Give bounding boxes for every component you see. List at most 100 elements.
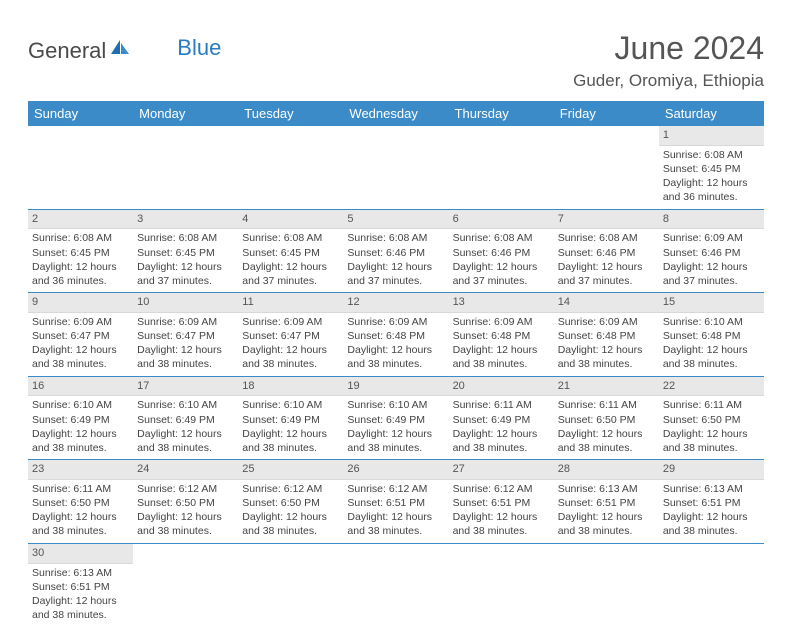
daylight-text-1: Daylight: 12 hours	[663, 343, 760, 357]
calendar-cell: 18Sunrise: 6:10 AMSunset: 6:49 PMDayligh…	[238, 376, 343, 460]
day-number: 2	[28, 210, 133, 230]
day-number: 16	[28, 377, 133, 397]
daylight-text-1: Daylight: 12 hours	[558, 510, 655, 524]
calendar-cell: 24Sunrise: 6:12 AMSunset: 6:50 PMDayligh…	[133, 460, 238, 544]
day-details: Sunrise: 6:12 AMSunset: 6:50 PMDaylight:…	[238, 480, 343, 543]
day-number: 21	[554, 377, 659, 397]
day-number: 1	[659, 126, 764, 146]
day-number: 8	[659, 210, 764, 230]
daylight-text-2: and 37 minutes.	[558, 274, 655, 288]
sunrise-text: Sunrise: 6:12 AM	[347, 482, 444, 496]
daylight-text-2: and 38 minutes.	[347, 441, 444, 455]
daylight-text-1: Daylight: 12 hours	[663, 427, 760, 441]
calendar-cell: 3Sunrise: 6:08 AMSunset: 6:45 PMDaylight…	[133, 209, 238, 293]
day-details: Sunrise: 6:13 AMSunset: 6:51 PMDaylight:…	[659, 480, 764, 543]
day-details: Sunrise: 6:10 AMSunset: 6:49 PMDaylight:…	[28, 396, 133, 459]
daylight-text-2: and 38 minutes.	[558, 441, 655, 455]
day-number: 11	[238, 293, 343, 313]
sunset-text: Sunset: 6:47 PM	[242, 329, 339, 343]
daylight-text-2: and 38 minutes.	[137, 524, 234, 538]
daylight-text-1: Daylight: 12 hours	[558, 260, 655, 274]
sunrise-text: Sunrise: 6:08 AM	[242, 231, 339, 245]
sunrise-text: Sunrise: 6:10 AM	[242, 398, 339, 412]
sunset-text: Sunset: 6:47 PM	[137, 329, 234, 343]
calendar-cell: 23Sunrise: 6:11 AMSunset: 6:50 PMDayligh…	[28, 460, 133, 544]
sunrise-text: Sunrise: 6:08 AM	[347, 231, 444, 245]
daylight-text-1: Daylight: 12 hours	[558, 427, 655, 441]
day-number: 20	[449, 377, 554, 397]
day-number: 19	[343, 377, 448, 397]
calendar-cell: 15Sunrise: 6:10 AMSunset: 6:48 PMDayligh…	[659, 293, 764, 377]
daylight-text-2: and 37 minutes.	[663, 274, 760, 288]
sunset-text: Sunset: 6:50 PM	[137, 496, 234, 510]
weekday-header-row: SundayMondayTuesdayWednesdayThursdayFrid…	[28, 101, 764, 126]
daylight-text-1: Daylight: 12 hours	[242, 260, 339, 274]
calendar-cell	[659, 543, 764, 626]
daylight-text-2: and 38 minutes.	[32, 357, 129, 371]
sunrise-text: Sunrise: 6:10 AM	[663, 315, 760, 329]
sunset-text: Sunset: 6:50 PM	[663, 413, 760, 427]
calendar-cell	[133, 543, 238, 626]
day-number: 22	[659, 377, 764, 397]
weekday-header: Thursday	[449, 101, 554, 126]
day-number: 4	[238, 210, 343, 230]
calendar-cell: 30Sunrise: 6:13 AMSunset: 6:51 PMDayligh…	[28, 543, 133, 626]
sunset-text: Sunset: 6:46 PM	[347, 246, 444, 260]
daylight-text-1: Daylight: 12 hours	[453, 260, 550, 274]
day-number: 17	[133, 377, 238, 397]
calendar-cell: 19Sunrise: 6:10 AMSunset: 6:49 PMDayligh…	[343, 376, 448, 460]
calendar-cell: 16Sunrise: 6:10 AMSunset: 6:49 PMDayligh…	[28, 376, 133, 460]
calendar-cell: 1Sunrise: 6:08 AMSunset: 6:45 PMDaylight…	[659, 126, 764, 209]
daylight-text-1: Daylight: 12 hours	[242, 343, 339, 357]
day-details: Sunrise: 6:08 AMSunset: 6:45 PMDaylight:…	[238, 229, 343, 292]
calendar-cell	[238, 126, 343, 209]
daylight-text-1: Daylight: 12 hours	[347, 427, 444, 441]
day-details: Sunrise: 6:09 AMSunset: 6:48 PMDaylight:…	[554, 313, 659, 376]
daylight-text-2: and 36 minutes.	[663, 190, 760, 204]
daylight-text-2: and 38 minutes.	[32, 524, 129, 538]
calendar-cell: 6Sunrise: 6:08 AMSunset: 6:46 PMDaylight…	[449, 209, 554, 293]
day-details: Sunrise: 6:09 AMSunset: 6:47 PMDaylight:…	[28, 313, 133, 376]
sunrise-text: Sunrise: 6:13 AM	[558, 482, 655, 496]
day-number: 5	[343, 210, 448, 230]
daylight-text-2: and 38 minutes.	[242, 357, 339, 371]
calendar-cell	[449, 126, 554, 209]
sunset-text: Sunset: 6:45 PM	[242, 246, 339, 260]
sunrise-text: Sunrise: 6:08 AM	[137, 231, 234, 245]
daylight-text-2: and 38 minutes.	[137, 357, 234, 371]
daylight-text-1: Daylight: 12 hours	[242, 510, 339, 524]
calendar-cell: 5Sunrise: 6:08 AMSunset: 6:46 PMDaylight…	[343, 209, 448, 293]
day-details: Sunrise: 6:08 AMSunset: 6:46 PMDaylight:…	[343, 229, 448, 292]
calendar-cell: 22Sunrise: 6:11 AMSunset: 6:50 PMDayligh…	[659, 376, 764, 460]
sunrise-text: Sunrise: 6:10 AM	[32, 398, 129, 412]
sunset-text: Sunset: 6:51 PM	[558, 496, 655, 510]
sunset-text: Sunset: 6:51 PM	[32, 580, 129, 594]
title-area: June 2024 Guder, Oromiya, Ethiopia	[573, 30, 764, 91]
sunset-text: Sunset: 6:49 PM	[137, 413, 234, 427]
sunrise-text: Sunrise: 6:08 AM	[558, 231, 655, 245]
sunset-text: Sunset: 6:45 PM	[663, 162, 760, 176]
calendar-cell: 13Sunrise: 6:09 AMSunset: 6:48 PMDayligh…	[449, 293, 554, 377]
day-number: 3	[133, 210, 238, 230]
day-details: Sunrise: 6:08 AMSunset: 6:46 PMDaylight:…	[554, 229, 659, 292]
sunset-text: Sunset: 6:45 PM	[32, 246, 129, 260]
sunrise-text: Sunrise: 6:13 AM	[663, 482, 760, 496]
day-number: 7	[554, 210, 659, 230]
calendar-week-row: 30Sunrise: 6:13 AMSunset: 6:51 PMDayligh…	[28, 543, 764, 626]
sunrise-text: Sunrise: 6:12 AM	[137, 482, 234, 496]
daylight-text-1: Daylight: 12 hours	[347, 510, 444, 524]
daylight-text-1: Daylight: 12 hours	[32, 343, 129, 357]
day-details: Sunrise: 6:11 AMSunset: 6:50 PMDaylight:…	[554, 396, 659, 459]
calendar-cell: 25Sunrise: 6:12 AMSunset: 6:50 PMDayligh…	[238, 460, 343, 544]
sunrise-text: Sunrise: 6:09 AM	[558, 315, 655, 329]
daylight-text-1: Daylight: 12 hours	[663, 176, 760, 190]
daylight-text-2: and 38 minutes.	[347, 524, 444, 538]
calendar-week-row: 1Sunrise: 6:08 AMSunset: 6:45 PMDaylight…	[28, 126, 764, 209]
calendar-body: 1Sunrise: 6:08 AMSunset: 6:45 PMDaylight…	[28, 126, 764, 626]
day-number: 13	[449, 293, 554, 313]
day-details: Sunrise: 6:10 AMSunset: 6:49 PMDaylight:…	[238, 396, 343, 459]
day-details: Sunrise: 6:13 AMSunset: 6:51 PMDaylight:…	[554, 480, 659, 543]
daylight-text-2: and 38 minutes.	[242, 441, 339, 455]
calendar-week-row: 23Sunrise: 6:11 AMSunset: 6:50 PMDayligh…	[28, 460, 764, 544]
daylight-text-2: and 37 minutes.	[242, 274, 339, 288]
